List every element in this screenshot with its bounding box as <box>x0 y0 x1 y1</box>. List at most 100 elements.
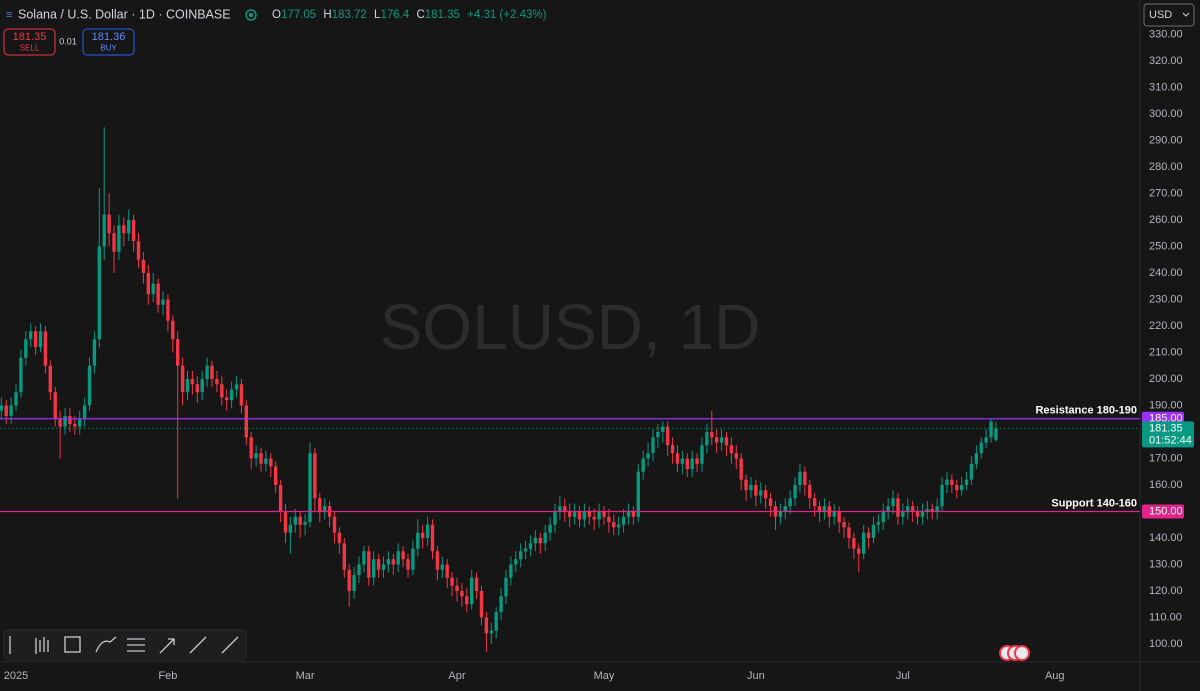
candle-body <box>636 471 640 517</box>
candle-body <box>641 458 645 472</box>
candle-body <box>117 225 121 252</box>
candle-body <box>808 484 812 499</box>
candle-body <box>234 384 239 390</box>
candle-body <box>920 511 925 517</box>
candle-body <box>239 384 244 406</box>
candle-body <box>572 511 577 517</box>
candle-body <box>910 506 915 512</box>
candle-body <box>950 479 954 485</box>
event-badges <box>999 645 1030 661</box>
candle-body <box>200 378 204 393</box>
buy-button[interactable] <box>82 28 135 56</box>
candle-body <box>58 418 62 427</box>
ohlc-value: 181.35 <box>425 9 460 21</box>
candle-body <box>955 484 959 491</box>
y-tick-label: 270.00 <box>1149 187 1183 199</box>
y-tick-label: 130.00 <box>1149 558 1183 570</box>
candle-body <box>274 466 278 485</box>
candle-body <box>602 511 606 517</box>
candle-body <box>171 320 175 340</box>
y-tick-label: 240.00 <box>1149 267 1183 279</box>
y-tick-label: 100.00 <box>1149 638 1183 650</box>
candle-body <box>724 437 729 446</box>
candle-body <box>151 283 155 295</box>
candle-body <box>278 484 283 512</box>
candle-body <box>759 490 763 496</box>
candle-body <box>906 506 910 512</box>
candle-body <box>460 590 464 597</box>
y-tick-label: 300.00 <box>1149 108 1183 120</box>
candle-body <box>357 564 361 576</box>
last-price-tag <box>1142 421 1194 448</box>
tool-ray[interactable] <box>221 636 239 654</box>
x-tick-label: Apr <box>448 670 465 682</box>
candle-body <box>734 453 738 459</box>
candle-body <box>73 424 77 427</box>
candle-body <box>749 484 753 491</box>
candle-body <box>842 522 846 528</box>
candle-body <box>4 405 8 417</box>
candle-body <box>896 498 900 517</box>
tool-rectangle[interactable] <box>64 636 81 653</box>
candle-body <box>425 524 430 538</box>
tool-fib[interactable] <box>127 638 145 652</box>
candle-body <box>504 577 508 597</box>
candle-body <box>656 431 660 438</box>
y-tick-label: 290.00 <box>1149 134 1183 146</box>
candle-body <box>710 431 714 438</box>
candle-body <box>940 484 944 507</box>
y-tick-label: 190.00 <box>1149 399 1183 411</box>
tool-candles[interactable] <box>9 636 49 654</box>
candle-body <box>577 511 582 520</box>
candle-body <box>53 392 57 419</box>
candle-body <box>264 458 268 464</box>
sell-price: 181.35 <box>13 31 47 43</box>
candle-body <box>979 442 983 454</box>
candle-body <box>665 426 670 446</box>
tool-arrow[interactable] <box>159 638 175 654</box>
ohlc-label: H <box>323 9 331 21</box>
y-tick-label: 110.00 <box>1149 611 1182 623</box>
tool-brush[interactable] <box>95 636 117 653</box>
event-badge[interactable] <box>1014 645 1030 661</box>
candle-body <box>411 548 415 570</box>
candle-body <box>33 331 38 348</box>
candle-body <box>29 331 33 340</box>
candle-body <box>127 219 131 234</box>
y-tick-label: 170.00 <box>1149 452 1183 464</box>
y-tick-label: 210.00 <box>1149 346 1183 358</box>
ohlc-readout: O177.05 H183.72 L176.4 C181.35 +4.31 (+2… <box>272 9 547 21</box>
candle-body <box>964 479 969 485</box>
watermark: SOLUSD, 1D <box>380 291 761 363</box>
candle-body <box>455 585 459 591</box>
currency: USD <box>1149 9 1172 21</box>
candle-body <box>558 506 562 512</box>
y-tick-label: 140.00 <box>1149 532 1183 544</box>
candle-body <box>0 405 4 411</box>
y-tick-label: 310.00 <box>1149 81 1183 93</box>
candle-body <box>714 437 719 443</box>
candle-body <box>523 548 528 552</box>
candle-body <box>371 559 376 578</box>
candle-body <box>401 551 405 560</box>
ohlc-label: L <box>374 9 381 21</box>
candle-body <box>347 569 351 591</box>
y-tick-label: 200.00 <box>1149 373 1183 385</box>
level-tag-label: 150.00 <box>1149 505 1183 517</box>
candle-body <box>690 458 694 470</box>
sell-button[interactable] <box>3 28 56 56</box>
y-tick-label: 320.00 <box>1149 55 1183 67</box>
tool-line[interactable] <box>189 636 207 654</box>
menu-icon: ≡ <box>6 9 12 21</box>
candle-body <box>705 431 709 446</box>
candle-body <box>362 551 366 565</box>
candle-body <box>386 559 391 565</box>
candle-body <box>945 479 949 485</box>
currency-button[interactable] <box>1143 3 1195 27</box>
candle-body <box>876 522 881 525</box>
x-tick-label: Feb <box>158 670 177 682</box>
candle-body <box>161 299 165 305</box>
candle-body <box>303 522 307 525</box>
